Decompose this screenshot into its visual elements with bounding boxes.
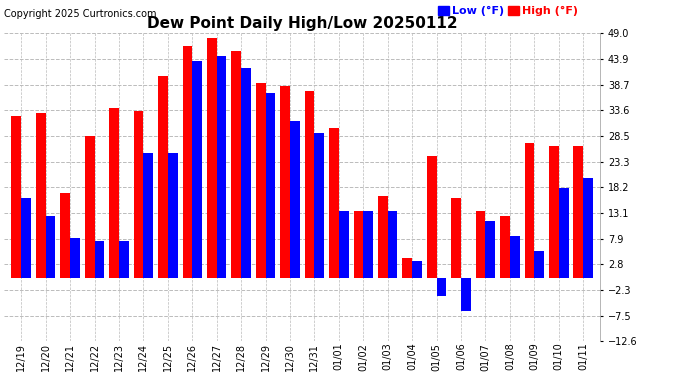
Bar: [85, 136, 95, 278]
Bar: [378, 196, 388, 278]
Bar: [402, 258, 412, 278]
Bar: [534, 251, 544, 278]
Bar: [21, 198, 31, 278]
Bar: [144, 153, 153, 278]
Bar: [12, 116, 21, 278]
Bar: [60, 193, 70, 278]
Bar: [427, 156, 437, 278]
Bar: [315, 133, 324, 278]
Bar: [46, 216, 55, 278]
Bar: [231, 51, 241, 278]
Bar: [475, 211, 486, 278]
Bar: [193, 61, 202, 278]
Bar: [36, 113, 46, 278]
Bar: [290, 121, 299, 278]
Bar: [549, 146, 559, 278]
Bar: [183, 46, 193, 278]
Bar: [461, 278, 471, 311]
Bar: [158, 76, 168, 278]
Bar: [500, 216, 510, 278]
Bar: [95, 241, 104, 278]
Bar: [241, 68, 251, 278]
Bar: [573, 146, 583, 278]
Legend: Low (°F), High (°F): Low (°F), High (°F): [433, 2, 583, 21]
Bar: [353, 211, 364, 278]
Bar: [305, 91, 315, 278]
Bar: [134, 111, 144, 278]
Text: Copyright 2025 Curtronics.com: Copyright 2025 Curtronics.com: [4, 9, 157, 19]
Bar: [109, 108, 119, 278]
Bar: [339, 211, 348, 278]
Bar: [364, 211, 373, 278]
Bar: [280, 86, 290, 278]
Bar: [70, 238, 80, 278]
Bar: [207, 38, 217, 278]
Title: Dew Point Daily High/Low 20250112: Dew Point Daily High/Low 20250112: [147, 16, 457, 31]
Bar: [524, 143, 534, 278]
Bar: [451, 198, 461, 278]
Bar: [583, 178, 593, 278]
Bar: [119, 241, 129, 278]
Bar: [486, 221, 495, 278]
Bar: [559, 188, 569, 278]
Bar: [266, 93, 275, 278]
Bar: [412, 261, 422, 278]
Bar: [168, 153, 177, 278]
Bar: [388, 211, 397, 278]
Bar: [437, 278, 446, 296]
Bar: [510, 236, 520, 278]
Bar: [217, 56, 226, 278]
Bar: [329, 128, 339, 278]
Bar: [256, 83, 266, 278]
